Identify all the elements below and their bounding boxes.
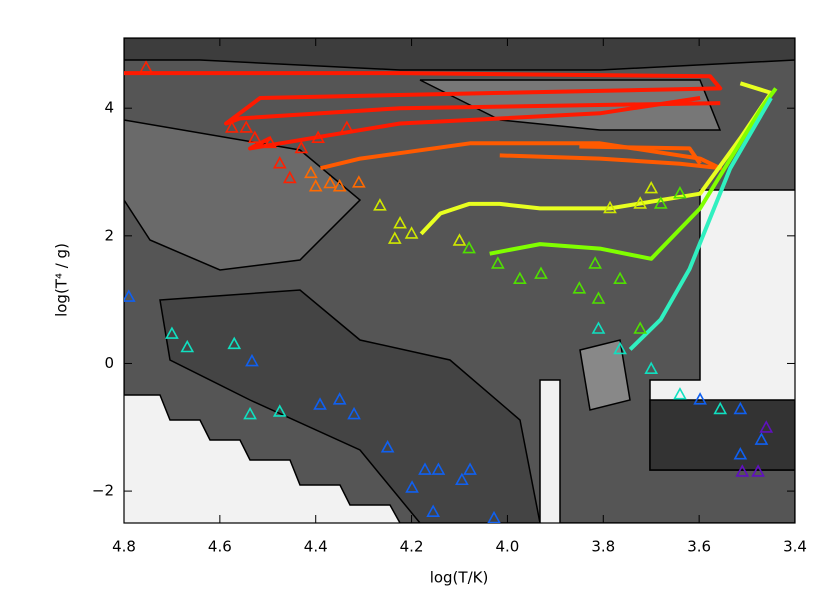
x-tick-label: 4.2 xyxy=(400,538,424,556)
y-tick-label: −2 xyxy=(92,482,114,500)
y-axis-label: log(T⁴ / g) xyxy=(53,243,71,317)
triangle-marker xyxy=(591,321,606,334)
y-tick-label: 0 xyxy=(104,354,114,372)
triangle-marker xyxy=(224,120,239,133)
x-tick-label: 3.6 xyxy=(687,538,711,556)
triangle-marker xyxy=(693,392,707,405)
triangle-marker xyxy=(759,420,774,433)
y-tick-label: 2 xyxy=(104,226,114,244)
triangle-marker xyxy=(245,353,259,367)
triangle-marker xyxy=(463,462,477,475)
triangle-marker xyxy=(633,321,648,334)
x-tick-label: 4.8 xyxy=(112,538,136,556)
triangle-marker xyxy=(239,120,254,133)
triangle-marker xyxy=(282,170,297,184)
triangle-marker xyxy=(591,291,606,304)
triangle-marker xyxy=(332,179,347,192)
triangle-marker xyxy=(633,196,648,209)
x-tick-label: 3.8 xyxy=(591,538,615,556)
track-line xyxy=(320,141,723,171)
triangle-marker xyxy=(653,196,668,209)
triangle-marker xyxy=(180,339,195,353)
triangle-marker xyxy=(308,179,323,192)
triangle-marker xyxy=(455,472,469,486)
triangle-marker xyxy=(613,271,627,285)
triangle-marker xyxy=(272,404,287,417)
track-line xyxy=(124,71,723,126)
triangle-marker xyxy=(263,135,278,149)
triangle-marker xyxy=(380,440,395,453)
y-tick-label: 4 xyxy=(104,99,114,117)
triangle-marker xyxy=(644,180,659,194)
triangle-marker xyxy=(304,165,318,179)
triangle-marker xyxy=(644,361,659,375)
triangle-marker xyxy=(313,397,327,410)
triangle-marker xyxy=(294,140,309,154)
triangle-marker xyxy=(393,216,407,229)
triangle-marker xyxy=(603,200,617,214)
triangle-marker xyxy=(332,392,347,405)
triangle-marker xyxy=(351,175,366,188)
x-tick-label: 3.4 xyxy=(783,538,807,556)
triangle-marker xyxy=(490,256,505,269)
triangle-marker xyxy=(373,198,387,211)
triangle-marker xyxy=(735,464,750,477)
triangle-marker xyxy=(613,341,627,355)
plot-frame xyxy=(123,37,796,524)
triangle-marker xyxy=(572,281,587,294)
triangle-marker xyxy=(751,464,765,477)
triangle-marker xyxy=(462,240,476,254)
triangle-marker xyxy=(272,156,287,169)
triangle-marker xyxy=(165,326,179,339)
triangle-marker xyxy=(733,401,748,415)
triangle-marker xyxy=(534,266,548,279)
triangle-marker xyxy=(431,462,446,475)
triangle-marker xyxy=(673,186,687,199)
triangle-marker xyxy=(311,130,325,143)
triangle-marker xyxy=(452,233,467,246)
triangle-marker xyxy=(227,336,242,350)
track-line xyxy=(579,144,702,165)
triangle-marker xyxy=(404,226,419,239)
triangle-marker xyxy=(754,432,769,445)
triangle-marker xyxy=(387,231,402,244)
triangle-marker xyxy=(426,504,440,517)
track-line xyxy=(628,96,773,351)
triangle-marker xyxy=(487,510,501,523)
triangle-marker xyxy=(733,447,748,460)
triangle-marker xyxy=(405,480,419,493)
triangle-marker xyxy=(713,401,728,415)
triangle-marker xyxy=(418,462,432,475)
x-tick-label: 4.0 xyxy=(495,538,519,556)
x-axis-label: log(T/K) xyxy=(430,569,489,587)
triangle-marker xyxy=(139,60,153,73)
triangle-marker xyxy=(673,387,687,400)
triangle-marker xyxy=(347,406,361,420)
x-tick-label: 4.6 xyxy=(208,538,232,556)
triangle-marker xyxy=(124,289,136,302)
data-layer xyxy=(124,60,778,523)
triangle-marker xyxy=(588,256,602,269)
triangle-marker xyxy=(340,120,354,133)
contour-background xyxy=(124,38,795,523)
x-tick-label: 4.4 xyxy=(304,538,328,556)
track-line xyxy=(248,96,701,151)
triangle-marker xyxy=(323,175,337,189)
triangle-marker xyxy=(243,406,257,420)
triangle-marker xyxy=(247,130,262,143)
track-line xyxy=(489,87,778,261)
triangle-marker xyxy=(513,271,527,285)
